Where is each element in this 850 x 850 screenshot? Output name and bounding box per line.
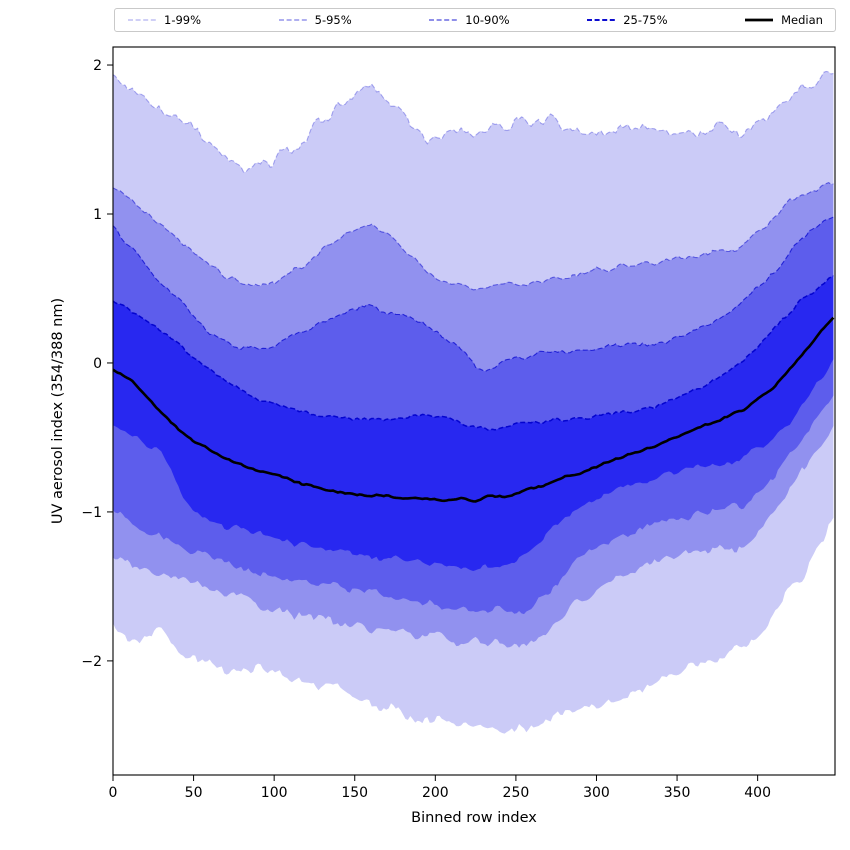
x-tick-label: 50 — [185, 785, 203, 801]
legend-line-sample — [128, 19, 156, 21]
x-axis-label: Binned row index — [411, 810, 537, 826]
legend-line-sample — [587, 19, 616, 21]
y-axis-label: UV aerosol index (354/388 nm) — [50, 298, 66, 524]
chart-legend: 1-99% 5-95% 10-90% 25-75% Median — [114, 8, 836, 32]
x-tick-label: 300 — [583, 785, 610, 801]
percentile-line-p99 — [113, 70, 834, 173]
y-axis-ticks: 2 1 0 −1 −2 — [81, 58, 113, 670]
legend-item-median: Median — [744, 13, 823, 27]
y-tick-label: 2 — [93, 58, 102, 74]
x-tick-label: 250 — [503, 785, 530, 801]
legend-item-1-99-: 1-99% — [127, 13, 201, 27]
x-tick-label: 0 — [109, 785, 118, 801]
x-tick-label: 100 — [261, 785, 288, 801]
x-tick-label: 200 — [422, 785, 449, 801]
y-tick-label: 0 — [93, 356, 102, 372]
percentile-line-p95 — [113, 181, 834, 291]
x-tick-label: 400 — [744, 785, 771, 801]
median-line — [113, 316, 835, 503]
x-tick-label: 350 — [664, 785, 691, 801]
percentile-line-p90 — [113, 216, 834, 373]
band-25-75% — [113, 275, 834, 571]
legend-label: 10-90% — [465, 13, 510, 27]
y-tick-label: −2 — [81, 654, 102, 670]
percentile-lines — [113, 70, 835, 503]
legend-line-sample — [745, 18, 774, 22]
legend-label: 25-75% — [623, 13, 668, 27]
percentile-bands — [113, 71, 834, 734]
legend-label: 5-95% — [314, 13, 352, 27]
x-axis-ticks: 0 50 100 150 200 250 300 350 400 — [109, 775, 771, 801]
legend-line-sample — [429, 19, 458, 21]
legend-item-25-75-: 25-75% — [586, 13, 668, 27]
y-tick-label: −1 — [81, 505, 102, 521]
legend-item-10-90-: 10-90% — [428, 13, 510, 27]
legend-line-sample — [278, 19, 307, 21]
y-tick-label: 1 — [93, 207, 102, 223]
percentile-line-p75 — [113, 274, 834, 431]
x-tick-label: 150 — [341, 785, 368, 801]
plot-frame — [112, 46, 836, 776]
legend-label: 1-99% — [164, 13, 202, 27]
legend-item-5-95-: 5-95% — [278, 13, 352, 27]
legend-label: Median — [781, 13, 823, 27]
